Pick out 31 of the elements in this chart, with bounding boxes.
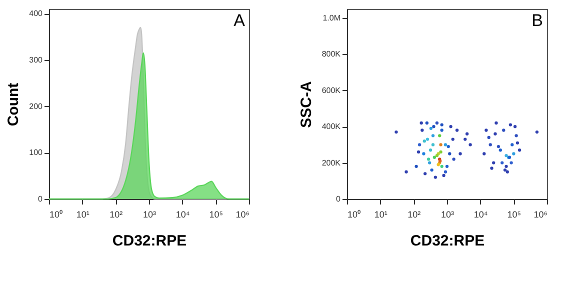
- x-axis-title: CD32:RPE: [112, 232, 187, 250]
- y-tick-label: 400K: [322, 122, 342, 132]
- x-tick-label: 10⁴: [176, 210, 190, 220]
- x-tick-label: 10²: [408, 210, 421, 220]
- y-tick-label: 400: [29, 9, 44, 18]
- x-tick-label: 10²: [110, 210, 123, 220]
- x-tick-label: 10⁰: [50, 210, 63, 220]
- x-tick-label: 10⁵: [209, 210, 224, 220]
- x-tick-label: 10¹: [76, 210, 90, 220]
- annotation: A: [234, 11, 246, 30]
- x-tick-label: 10⁰: [348, 210, 361, 220]
- x-tick-label: 10⁶: [534, 210, 548, 220]
- x-tick-label: 10³: [440, 210, 454, 220]
- y-tick-label: 1.0M: [322, 14, 341, 23]
- y-tick-label: 200: [29, 102, 44, 111]
- y-axis-title: Count: [5, 82, 22, 126]
- x-tick-label: 10³: [142, 210, 156, 220]
- y-tick-label: 200K: [322, 158, 342, 168]
- x-axis-title: CD32:RPE: [410, 232, 485, 250]
- x-tick-label: 10⁶: [236, 210, 250, 220]
- x-tick-label: 10⁵: [507, 210, 522, 220]
- y-tick-label: 100: [29, 148, 44, 158]
- y-axis-title: SSC-A: [298, 81, 315, 128]
- x-tick-label: 10⁴: [474, 210, 488, 220]
- y-tick-label: 0: [38, 194, 44, 204]
- y-tick-label: 600K: [322, 86, 342, 95]
- annotation: B: [532, 11, 543, 30]
- x-tick-label: 10¹: [374, 210, 388, 220]
- y-tick-label: 800K: [322, 50, 342, 59]
- y-tick-label: 0: [336, 194, 342, 204]
- y-tick-label: 300: [29, 55, 44, 64]
